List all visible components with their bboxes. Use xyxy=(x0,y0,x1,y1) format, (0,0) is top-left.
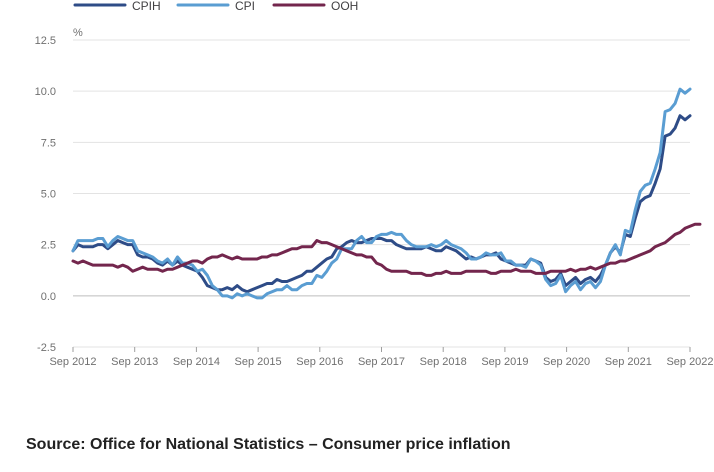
x-tick-label: Sep 2013 xyxy=(111,356,158,368)
x-tick-label: Sep 2020 xyxy=(543,356,590,368)
legend: CPIH CPI OOH xyxy=(73,0,358,13)
x-tick-label: Sep 2022 xyxy=(666,356,713,368)
y-tick-label: 5.0 xyxy=(41,189,56,201)
x-tick-label: Sep 2018 xyxy=(420,356,467,368)
y-tick-label: 2.5 xyxy=(41,240,56,252)
x-tick-label: Sep 2017 xyxy=(358,356,405,368)
series-line-ooh xyxy=(71,222,702,277)
y-axis-label: % xyxy=(73,27,83,39)
y-axis-ticks: 12.5 10.0 7.5 5.0 2.5 0.0 -2.5 xyxy=(35,35,56,354)
x-tick-label: Sep 2019 xyxy=(481,356,528,368)
series-line-cpi xyxy=(71,87,692,300)
legend-label-ooh: OOH xyxy=(331,0,358,13)
x-tick-label: Sep 2021 xyxy=(605,356,652,368)
legend-label-cpih: CPIH xyxy=(132,0,161,13)
y-tick-label: 0.0 xyxy=(41,291,56,303)
legend-label-cpi: CPI xyxy=(235,0,255,13)
x-axis-ticks: Sep 2012 Sep 2013 Sep 2014 Sep 2015 Sep 2016… xyxy=(49,347,714,368)
x-tick-label: Sep 2012 xyxy=(49,356,96,368)
gridlines xyxy=(73,39,690,348)
y-tick-label: 12.5 xyxy=(35,35,56,47)
y-tick-label: -2.5 xyxy=(37,342,56,354)
y-tick-label: 7.5 xyxy=(41,137,56,149)
series-lines xyxy=(71,87,702,300)
x-tick-label: Sep 2014 xyxy=(173,356,220,368)
x-tick-label: Sep 2015 xyxy=(235,356,282,368)
x-tick-label: Sep 2016 xyxy=(296,356,343,368)
y-tick-label: 10.0 xyxy=(35,86,56,98)
source-note: Source: Office for National Statistics –… xyxy=(26,436,511,453)
line-chart: CPIH CPI OOH % 12.5 10.0 7.5 5.0 2.5 0.0 -2.5 Se… xyxy=(35,0,714,368)
